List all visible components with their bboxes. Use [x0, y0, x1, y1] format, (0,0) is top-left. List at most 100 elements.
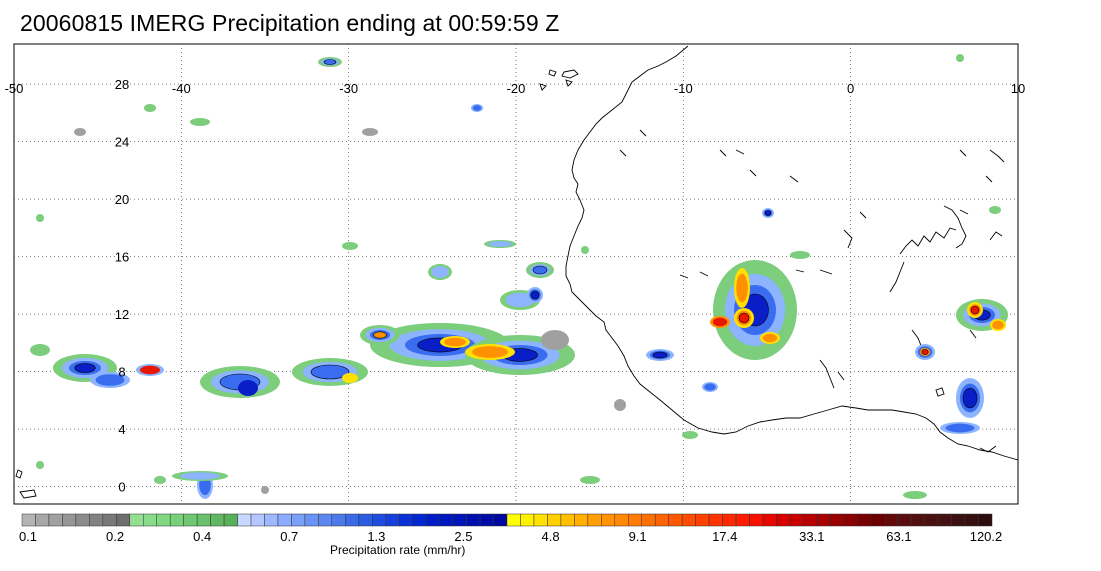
colorbar-swatch — [21, 513, 36, 527]
precip-cell — [373, 331, 387, 339]
colorbar-swatch — [830, 513, 845, 527]
precip-cell — [704, 383, 716, 391]
precip-cell — [323, 59, 337, 65]
colorbar-swatch — [452, 513, 467, 527]
colorbar-swatch — [116, 513, 131, 527]
precip-cell — [945, 423, 975, 433]
colorbar-swatch — [345, 513, 360, 527]
colorbar-swatch — [776, 513, 791, 527]
lon-tick-label: -10 — [674, 81, 693, 96]
colorbar-swatch — [48, 513, 63, 527]
precip-cell — [444, 337, 466, 347]
colorbar-swatch — [358, 513, 373, 527]
map-frame — [13, 43, 1019, 505]
colorbar-swatch — [385, 513, 400, 527]
colorbar-swatch — [75, 513, 90, 527]
precip-cell — [342, 373, 358, 383]
colorbar-swatch — [803, 513, 818, 527]
colorbar-swatch — [870, 513, 885, 527]
colorbar-swatch — [102, 513, 117, 527]
colorbar-tick-label: 63.1 — [886, 529, 911, 544]
precip-cell — [261, 486, 269, 494]
colorbar-swatch — [587, 513, 602, 527]
colorbar-swatch — [493, 513, 508, 527]
colorbar-swatch — [681, 513, 696, 527]
precip-cell — [74, 363, 96, 373]
colorbar-tick-label: 0.2 — [106, 529, 124, 544]
colorbar-swatch — [35, 513, 50, 527]
precip-cell — [992, 320, 1004, 330]
colorbar-tick-label: 120.2 — [970, 529, 1003, 544]
lon-tick-label: -50 — [5, 81, 24, 96]
colorbar-tick-label: 0.1 — [19, 529, 37, 544]
colorbar-tick-label: 33.1 — [799, 529, 824, 544]
colorbar-swatch — [183, 513, 198, 527]
inland-waterways — [619, 129, 833, 279]
colorbar-swatch — [547, 513, 562, 527]
volta-river — [819, 231, 1003, 453]
precip-cell — [903, 491, 927, 499]
graticule — [14, 44, 1018, 504]
precip-cell — [652, 351, 668, 359]
lat-tick-label: 20 — [115, 192, 129, 207]
precip-cell — [738, 312, 750, 324]
lat-tick-label: 8 — [118, 365, 125, 380]
colorbar-swatch — [735, 513, 750, 527]
precip-cell — [541, 330, 569, 350]
colorbar-swatch — [964, 513, 979, 527]
colorbar-swatch — [398, 513, 413, 527]
lat-tick-label: 12 — [115, 307, 129, 322]
precip-cell — [530, 290, 540, 300]
precip-cell — [989, 206, 1001, 214]
lat-tick-label: 4 — [118, 422, 125, 437]
colorbar-swatch — [89, 513, 104, 527]
precip-cell — [614, 399, 626, 411]
colorbar-swatch — [749, 513, 764, 527]
colorbar-swatch — [897, 513, 912, 527]
colorbar-swatch — [520, 513, 535, 527]
lat-tick-label: 16 — [115, 250, 129, 265]
precip-cell — [139, 365, 161, 375]
lon-tick-label: -20 — [507, 81, 526, 96]
precip-cell — [36, 214, 44, 222]
lake-chad — [943, 149, 1005, 249]
colorbar-swatch — [466, 513, 481, 527]
lon-tick-label: 10 — [1011, 81, 1025, 96]
colorbar-swatch — [318, 513, 333, 527]
precip-cell — [36, 461, 44, 469]
colorbar-swatch — [695, 513, 710, 527]
colorbar-swatch — [924, 513, 939, 527]
precip-cell — [431, 266, 449, 278]
colorbar-swatch — [951, 513, 966, 527]
colorbar-swatch — [614, 513, 629, 527]
colorbar-swatch — [237, 513, 252, 527]
precip-cell — [472, 346, 508, 358]
colorbar-swatch — [843, 513, 858, 527]
precip-cell — [95, 374, 125, 386]
colorbar-swatch — [412, 513, 427, 527]
lat-tick-label: 24 — [115, 135, 129, 150]
niger-river — [749, 169, 957, 293]
precip-cell — [179, 472, 221, 480]
lon-tick-label: 0 — [847, 81, 854, 96]
precip-cell — [154, 476, 166, 484]
precip-cell — [488, 241, 512, 247]
coastline — [15, 45, 1018, 499]
colorbar-swatch — [883, 513, 898, 527]
colorbar-swatch — [708, 513, 723, 527]
colorbar-swatch — [304, 513, 319, 527]
precip-cell — [581, 246, 589, 254]
precip-cell — [962, 387, 978, 409]
precip-cell — [362, 128, 378, 136]
lat-tick-label: 28 — [115, 77, 129, 92]
colorbar-swatch — [533, 513, 548, 527]
colorbar-swatch — [506, 513, 521, 527]
precip-cell — [921, 349, 929, 355]
precipitation-field — [30, 54, 1008, 499]
precip-cell — [342, 242, 358, 250]
axis-tick-labels: -50 -40 -30 -20 -10 0 10 28 24 20 16 12 8 4 0 — [5, 77, 1026, 495]
colorbar-swatch — [937, 513, 952, 527]
colorbar-swatch — [857, 513, 871, 527]
